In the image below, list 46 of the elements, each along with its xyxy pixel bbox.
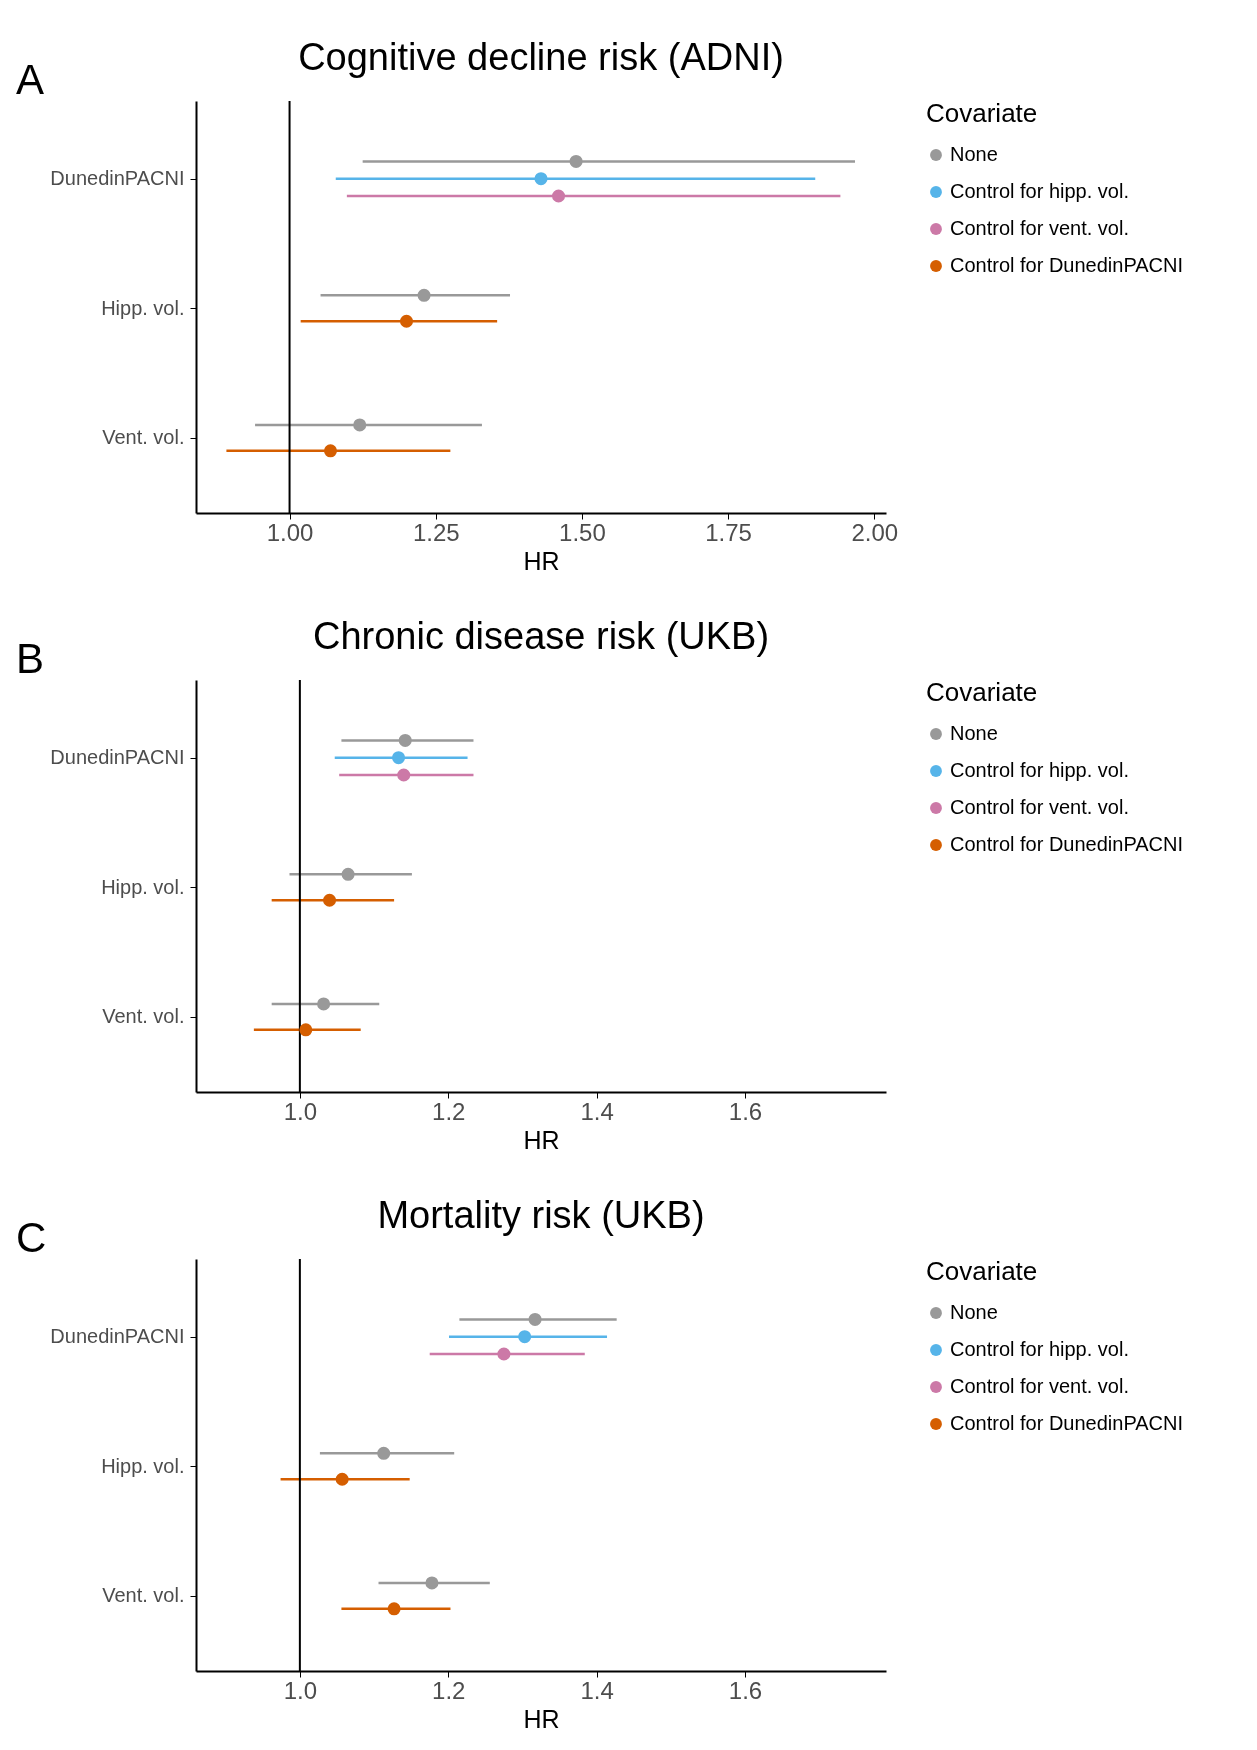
y-tick-label: Vent. vol.	[102, 426, 185, 449]
legend-label: None	[950, 1301, 998, 1323]
legend-label: Control for vent. vol.	[950, 796, 1129, 818]
y-tick-label: Hipp. vol.	[101, 296, 185, 319]
legend-label: Control for DunedinPACNI	[950, 254, 1184, 276]
y-tick-label: DunedinPACNI	[50, 167, 185, 190]
x-tick-label: 1.6	[728, 1676, 763, 1704]
y-tick-label: DunedinPACNI	[50, 746, 185, 769]
x-tick-label: 1.50	[559, 518, 606, 546]
y-tick-label: Hipp. vol.	[101, 1454, 185, 1477]
legend-label: Control for hipp. vol.	[950, 1338, 1129, 1360]
y-tick-label: Hipp. vol.	[101, 875, 185, 898]
x-axis-title: HR	[523, 1704, 560, 1733]
legend-title: Covariate	[926, 98, 1038, 128]
text: B	[16, 635, 45, 682]
text: C	[16, 1214, 47, 1261]
legend-label: Control for DunedinPACNI	[950, 833, 1184, 855]
legend-label: Control for vent. vol.	[950, 217, 1129, 239]
x-tick-label: 1.75	[705, 518, 752, 546]
legend-label: Control for DunedinPACNI	[950, 1412, 1184, 1434]
x-tick-label: 2.00	[851, 518, 899, 546]
x-axis-title: HR	[523, 1125, 560, 1154]
x-tick-label: 1.0	[283, 1676, 318, 1704]
x-tick-label: 1.00	[266, 518, 314, 546]
legend-label: None	[950, 143, 998, 165]
legend-label: Control for hipp. vol.	[950, 759, 1129, 781]
chart-title: Mortality risk (UKB)	[377, 1194, 705, 1236]
chart-title: Chronic disease risk (UKB)	[312, 615, 770, 657]
x-axis-title: HR	[523, 546, 560, 575]
x-tick-label: 1.4	[580, 1676, 614, 1704]
legend-label: None	[950, 722, 998, 744]
text: A	[16, 56, 45, 103]
legend-title: Covariate	[926, 677, 1038, 707]
x-tick-label: 1.6	[728, 1097, 763, 1125]
y-tick-label: Vent. vol.	[102, 1005, 185, 1028]
legend-title: Covariate	[926, 1256, 1038, 1286]
x-tick-label: 1.2	[432, 1097, 466, 1125]
y-tick-label: DunedinPACNI	[50, 1325, 185, 1348]
x-tick-label: 1.4	[580, 1097, 614, 1125]
x-tick-label: 1.2	[432, 1676, 466, 1704]
chart-title: Cognitive decline risk (ADNI)	[298, 36, 784, 78]
legend-label: Control for vent. vol.	[950, 1375, 1129, 1397]
x-tick-label: 1.0	[283, 1097, 318, 1125]
legend-label: Control for hipp. vol.	[950, 180, 1129, 202]
x-tick-label: 1.25	[412, 518, 460, 546]
y-tick-label: Vent. vol.	[102, 1584, 185, 1607]
